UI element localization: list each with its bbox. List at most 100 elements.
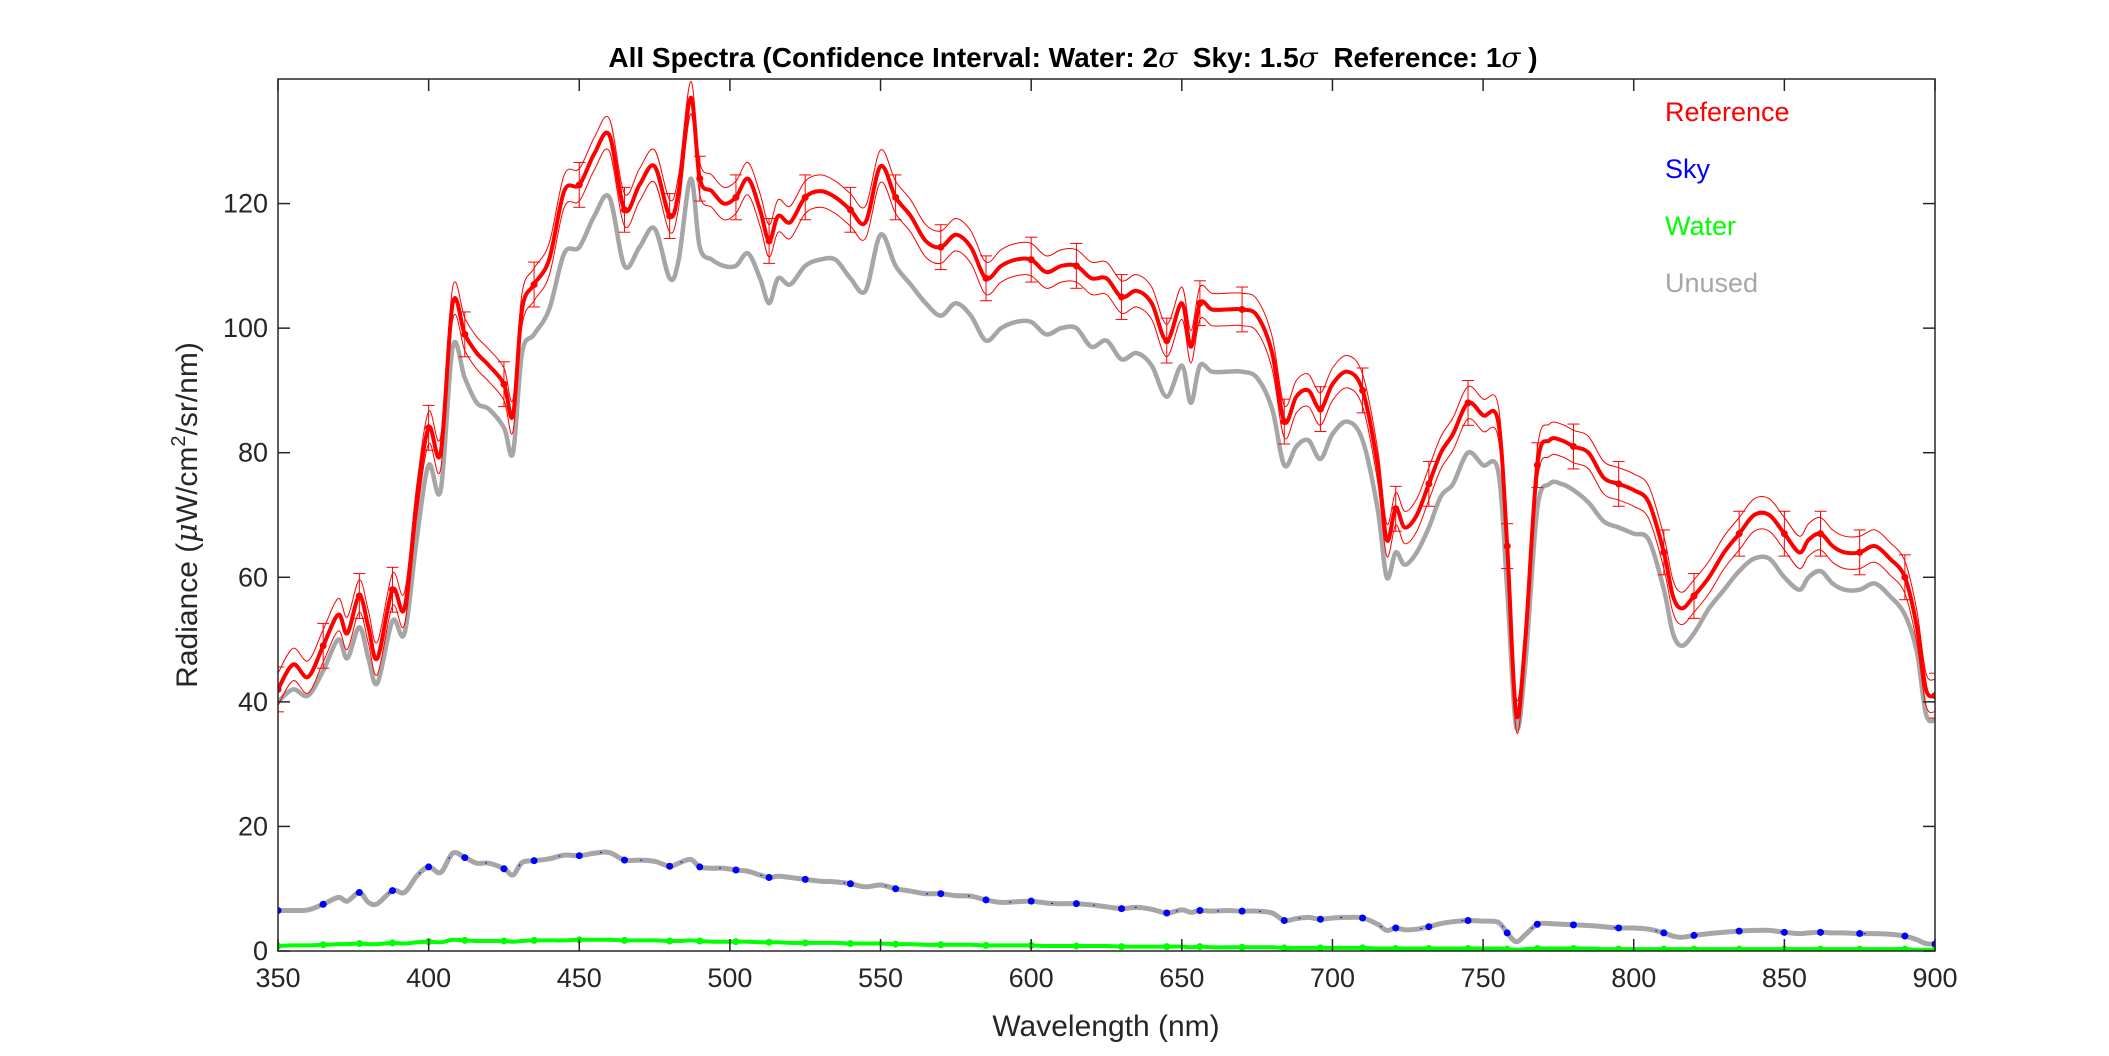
water-point: [1359, 944, 1367, 951]
x-axis-label: Wavelength (nm): [992, 1010, 1219, 1043]
sky-point: [319, 900, 327, 908]
sky-point: [1856, 930, 1864, 938]
x-tick-label: 400: [406, 963, 451, 993]
reference-point: [1503, 542, 1511, 550]
y-tick-label: 60: [238, 562, 268, 592]
sky-point: [425, 863, 433, 871]
x-tick-label: 600: [1009, 963, 1054, 993]
water-point: [1533, 945, 1541, 951]
reference-point: [1901, 573, 1909, 581]
legend-entry-unused: Unused: [1665, 268, 1758, 298]
sky-point: [1027, 897, 1035, 905]
water-point: [1196, 943, 1204, 951]
sky-point: [1196, 907, 1204, 915]
water-point: [620, 936, 628, 944]
sky-point: [575, 852, 583, 860]
y-label-superscript: 2: [168, 435, 190, 446]
y-tick-label: 120: [223, 189, 268, 219]
reference-point: [1615, 480, 1623, 488]
reference-point: [1660, 548, 1668, 556]
sky-point: [801, 875, 809, 883]
water-point: [982, 941, 990, 949]
reference-point: [1280, 418, 1288, 426]
series-layer: [278, 80, 1935, 951]
sky-point: [1817, 928, 1825, 936]
y-tick-label: 0: [253, 936, 268, 966]
sky-point: [892, 885, 900, 893]
y-label-part: /sr/nm): [171, 342, 204, 435]
reference-point: [1690, 592, 1698, 600]
water-point: [1163, 943, 1171, 951]
reference-point: [355, 592, 363, 600]
water-point: [1856, 945, 1864, 951]
title-part: All Spectra (Confidence Interval: Water:…: [608, 42, 1158, 73]
sky-point: [1118, 905, 1126, 913]
sky-point: [1780, 928, 1788, 936]
sky-point: [982, 896, 990, 904]
reference-point: [1425, 480, 1433, 488]
water-point: [1118, 943, 1126, 951]
water-point: [1660, 945, 1668, 951]
reference-point: [892, 193, 900, 201]
water-point: [1690, 945, 1698, 951]
sky-point: [500, 865, 508, 873]
sky-point: [846, 880, 854, 888]
water-point: [666, 937, 674, 945]
y-label-part: Radiance (: [171, 543, 204, 688]
reference-point: [1464, 399, 1472, 407]
water-point: [1817, 945, 1825, 951]
water-point: [530, 936, 538, 944]
sky-point: [1280, 916, 1288, 924]
sky-point: [530, 857, 538, 865]
x-tick-label: 450: [557, 963, 602, 993]
reference-point: [425, 424, 433, 432]
x-tick-label: 550: [858, 963, 903, 993]
water-point: [937, 941, 945, 949]
sky-point: [1072, 900, 1080, 908]
sky-point: [1690, 931, 1698, 939]
title-part: Sky: 1.5: [1177, 42, 1298, 73]
sky-point: [1464, 916, 1472, 924]
water-point: [732, 938, 740, 946]
reference-point: [620, 206, 628, 214]
water-point: [1425, 945, 1433, 951]
y-tick-label: 20: [238, 811, 268, 841]
water-point: [461, 936, 469, 944]
sky-point: [1901, 932, 1909, 940]
x-tick-label: 500: [707, 963, 752, 993]
y-axis-label: Radiance (μW/cm2/sr/nm): [168, 342, 205, 688]
reference-point: [666, 212, 674, 220]
water-point: [278, 942, 282, 950]
sky-point: [620, 856, 628, 864]
reference-point: [575, 181, 583, 189]
sky-point: [1163, 909, 1171, 917]
water-point: [696, 937, 704, 945]
water-point: [801, 939, 809, 947]
sky-point: [1425, 923, 1433, 931]
sky-point: [1238, 907, 1246, 915]
sky-point: [1503, 929, 1511, 937]
reference-point: [1163, 337, 1171, 345]
reference-point: [846, 206, 854, 214]
sky-point: [388, 887, 396, 895]
water-point: [1316, 944, 1324, 951]
legend: Reference Sky Water Unused: [1665, 97, 1790, 298]
reference-point: [278, 685, 282, 693]
sky-point: [1533, 920, 1541, 928]
y-tick-label: 80: [238, 438, 268, 468]
chart-title: All Spectra (Confidence Interval: Water:…: [608, 41, 1537, 74]
water-point: [1931, 946, 1935, 951]
water-point: [765, 938, 773, 946]
sigma-symbol: σ: [1501, 41, 1521, 74]
water-point: [1901, 945, 1909, 951]
sky-point: [1615, 924, 1623, 932]
sky-point: [278, 907, 282, 915]
water-point: [846, 940, 854, 948]
reference-point: [1027, 256, 1035, 264]
water-point: [1569, 945, 1577, 951]
reference-point: [1316, 405, 1324, 413]
reference-point: [1856, 548, 1864, 556]
legend-entry-water: Water: [1665, 211, 1736, 241]
legend-entry-reference: Reference: [1665, 97, 1790, 127]
